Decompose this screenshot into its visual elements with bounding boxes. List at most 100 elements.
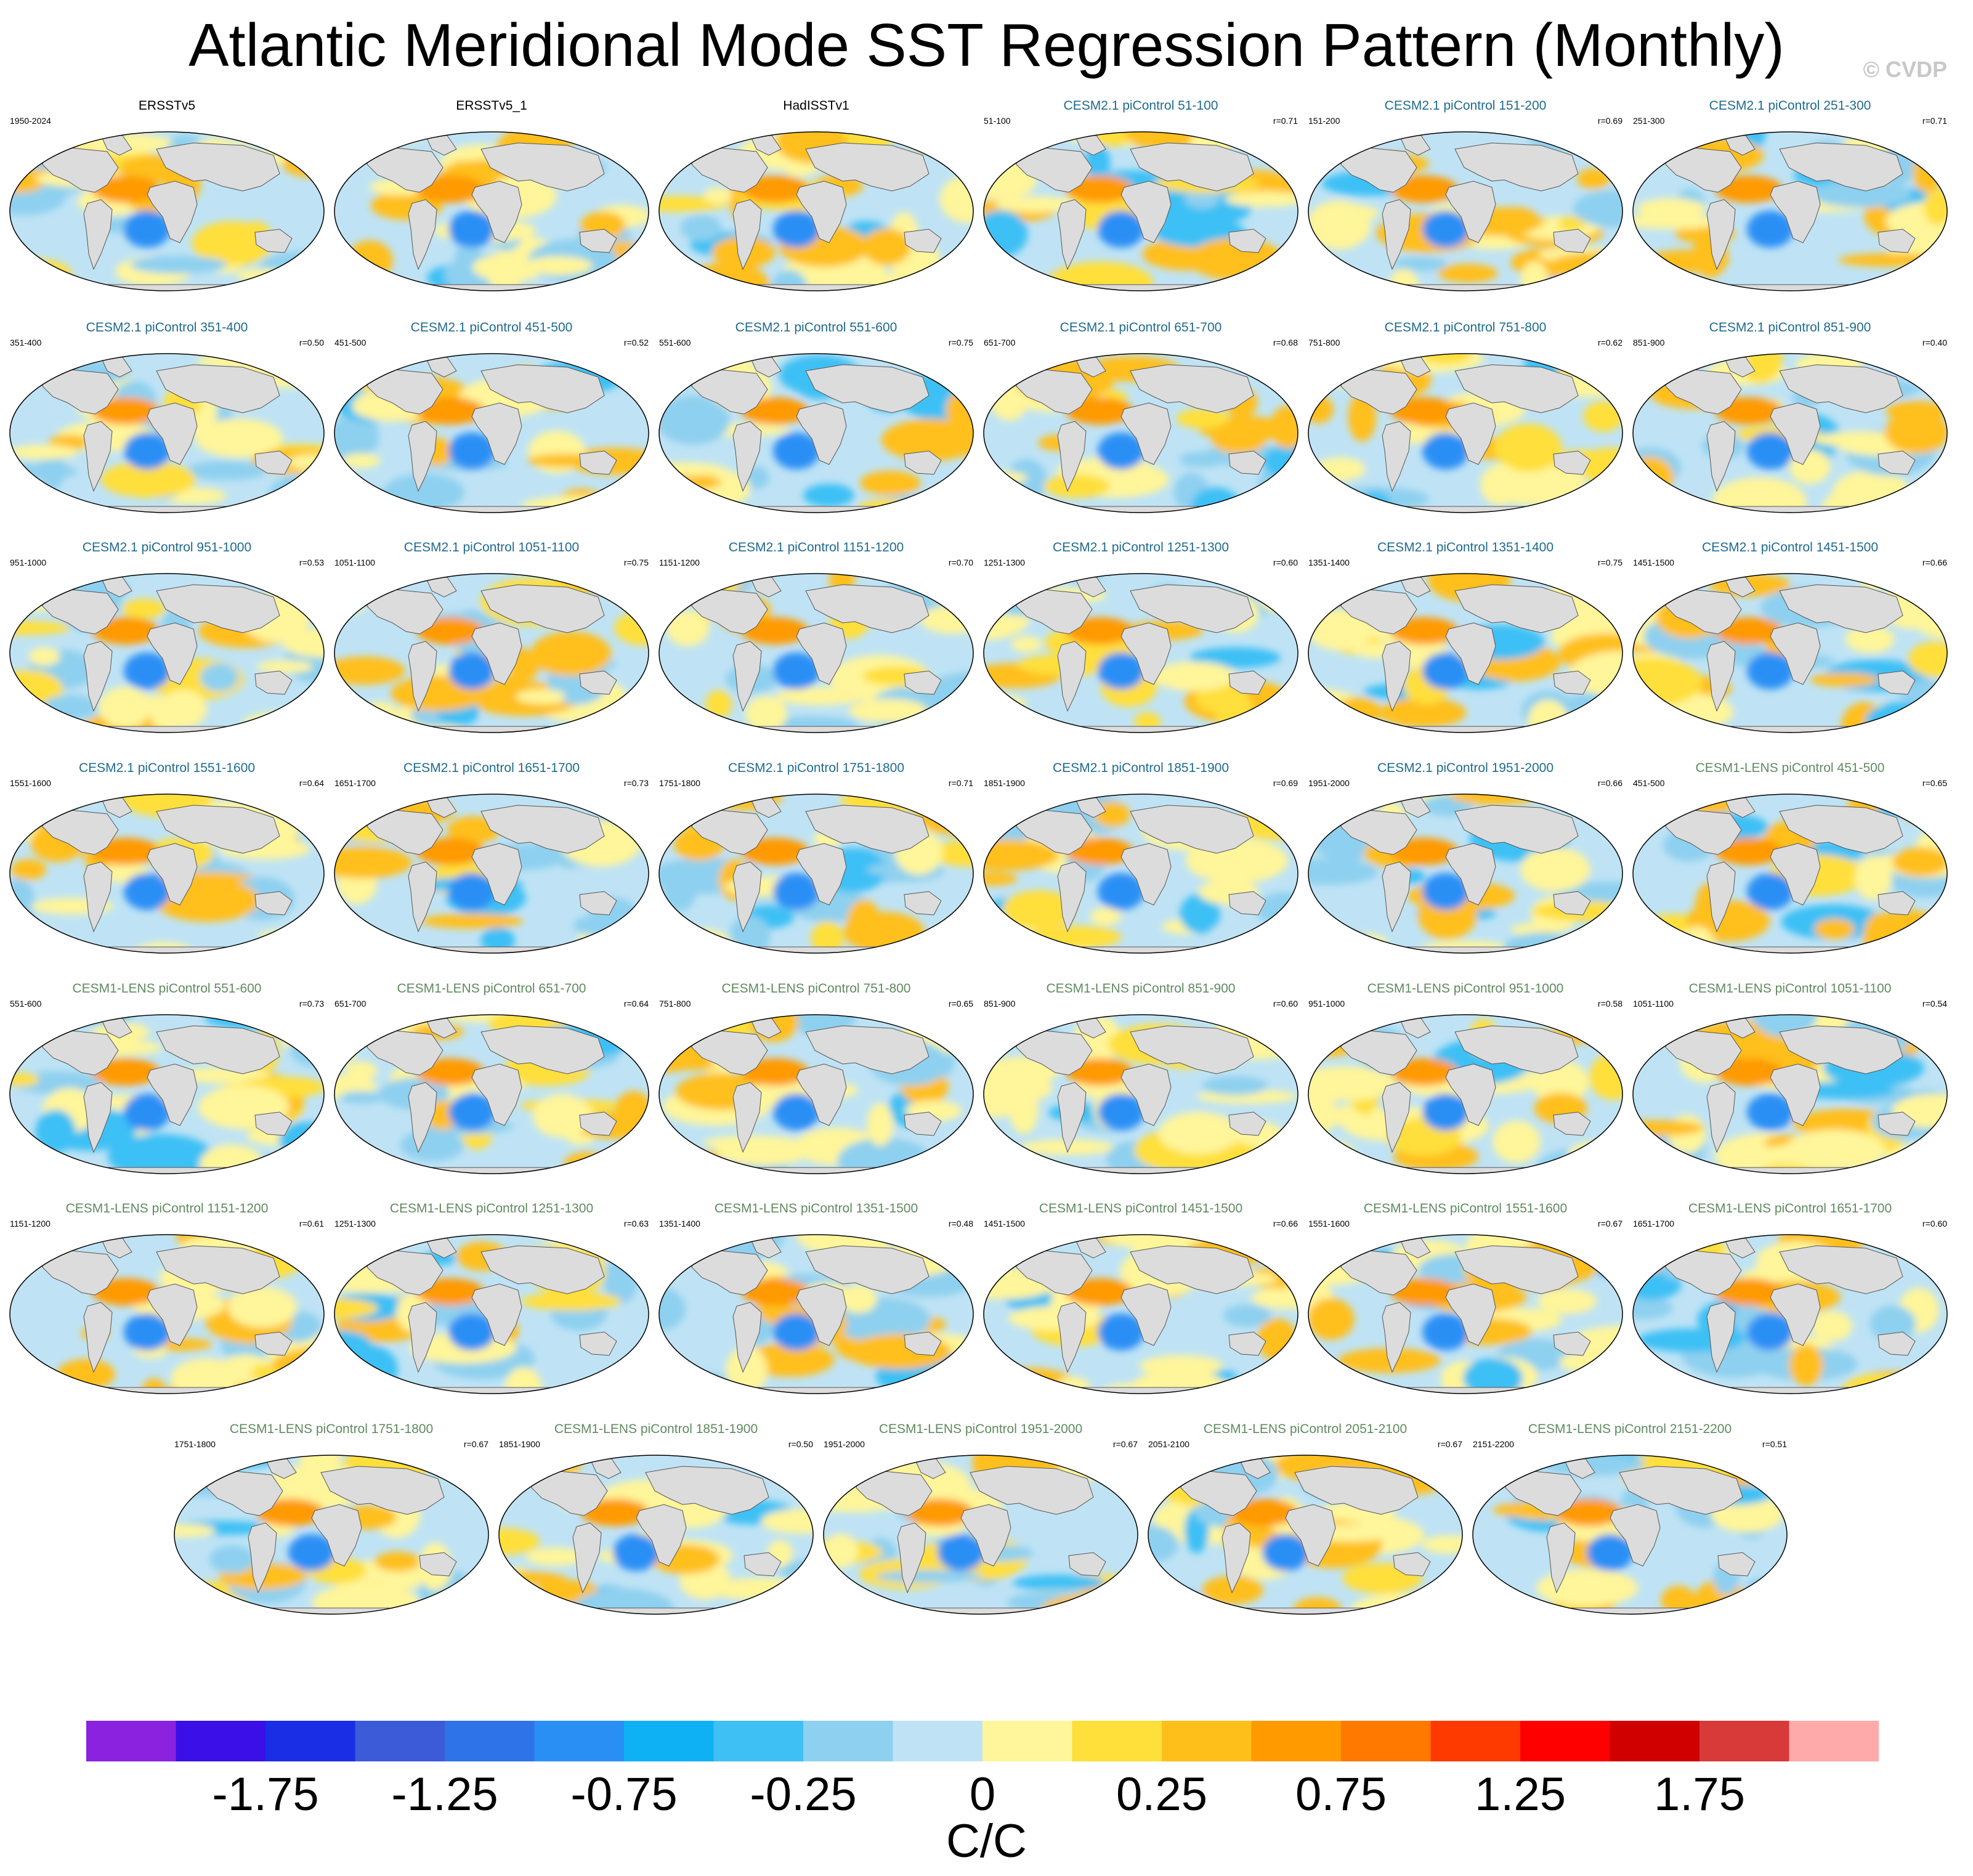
sst-anomaly-region <box>1012 1574 1106 1591</box>
sst-anomaly-region <box>1884 410 1947 454</box>
colorbar-segment <box>355 1721 445 1761</box>
land-mass <box>156 364 280 413</box>
south-atlantic-cool-anomaly <box>288 1534 335 1571</box>
regression-map <box>1308 794 1623 954</box>
sst-anomaly-region <box>610 354 649 383</box>
regression-map <box>9 573 325 733</box>
land-mass <box>1665 147 1742 193</box>
land-mass <box>796 402 847 465</box>
regression-map <box>9 353 325 513</box>
panel-pattern-correlation: r=0.71 <box>1922 116 1947 126</box>
sst-anomaly-region <box>1308 715 1369 733</box>
panel-pattern-correlation: r=0.65 <box>948 999 973 1009</box>
panel-years-label: 1551-1600 <box>1308 1219 1350 1228</box>
panel-pattern-correlation: r=0.62 <box>1597 338 1623 347</box>
land-mass <box>732 641 762 712</box>
sst-anomaly-region <box>1139 1355 1223 1377</box>
south-atlantic-cool-anomaly <box>124 873 171 910</box>
land-mass <box>408 199 437 270</box>
land-mass <box>471 402 522 465</box>
sst-anomaly-region <box>1712 477 1807 513</box>
map-border <box>658 353 974 513</box>
sst-anomaly-region <box>305 1368 324 1394</box>
colorbar-segment <box>1072 1721 1162 1761</box>
sst-anomaly-region <box>627 354 649 364</box>
panel-pattern-correlation: r=0.63 <box>623 1219 649 1228</box>
panel-years-label: 451-500 <box>1633 778 1665 788</box>
south-atlantic-cool-anomaly <box>1747 1094 1794 1131</box>
map-panel: CESM1-LENS piControl 551-600 551-600 r=0.7… <box>9 981 325 1175</box>
sst-anomaly-region <box>1148 1524 1179 1564</box>
panel-years-label: 1251-1300 <box>334 1219 376 1228</box>
land-mass <box>1553 450 1591 475</box>
panel-years-label: 651-700 <box>984 338 1016 347</box>
land-mass <box>1445 402 1496 465</box>
sst-anomaly-region <box>1308 1066 1396 1102</box>
panel-pattern-correlation: r=0.52 <box>623 338 649 347</box>
south-atlantic-cool-anomaly <box>773 432 820 469</box>
sst-anomaly-region <box>708 1578 813 1601</box>
sst-anomaly-region <box>1422 1535 1462 1554</box>
land-mass <box>732 861 762 933</box>
land-mass <box>904 1111 942 1136</box>
land-mass <box>1016 1030 1093 1076</box>
panel-pattern-correlation: r=0.51 <box>1762 1439 1787 1449</box>
land-mass <box>1610 1504 1661 1567</box>
panel-title: CESM1-LENS piControl 951-1000 <box>1367 981 1564 996</box>
map-border <box>658 1234 974 1394</box>
land-mass <box>856 1471 933 1516</box>
map-border <box>658 131 974 291</box>
panel-years-label: 1251-1300 <box>984 558 1025 567</box>
land-mass <box>1665 589 1742 635</box>
sst-anomaly-region <box>1845 625 1895 653</box>
panel-years-label: 351-400 <box>10 338 42 347</box>
map-panel: CESM2.1 piControl 1551-1600 1551-1600 r=0.… <box>9 761 325 954</box>
sst-anomaly-region <box>1574 1015 1606 1040</box>
south-atlantic-cool-anomaly <box>1422 1314 1469 1350</box>
land-mass <box>1770 402 1821 465</box>
regression-map <box>1472 1455 1788 1615</box>
land-mass <box>904 1331 942 1356</box>
land-mass <box>1130 142 1254 192</box>
sst-anomaly-region <box>334 1298 378 1319</box>
map-border <box>983 353 1298 513</box>
panel-title: CESM2.1 piControl 51-100 <box>1063 99 1218 113</box>
regression-map <box>334 573 649 733</box>
sst-anomaly-region <box>1112 1578 1138 1614</box>
land-mass <box>42 810 119 855</box>
sst-anomaly-region <box>342 453 381 468</box>
map-border <box>1148 1455 1463 1615</box>
land-mass <box>1120 1063 1172 1126</box>
south-atlantic-cool-anomaly <box>773 211 820 248</box>
map-panel: CESM1-LENS piControl 451-500 451-500 r=0.6… <box>1632 761 1948 954</box>
land-mass <box>1779 364 1903 413</box>
land-mass <box>1340 1250 1417 1296</box>
land-mass <box>1120 402 1172 465</box>
map-panel: CESM1-LENS piControl 1751-1800 1751-1800 r… <box>173 1422 490 1615</box>
map-panel: CESM1-LENS piControl 751-800 751-800 r=0.6… <box>658 981 974 1175</box>
land-mass <box>471 843 522 906</box>
panel-title: CESM1-LENS piControl 1651-1700 <box>1688 1201 1892 1216</box>
map-border <box>334 1234 649 1394</box>
south-atlantic-cool-anomaly <box>1587 1534 1634 1571</box>
regression-map <box>658 353 974 513</box>
sst-anomaly-region <box>334 794 386 807</box>
map-panel: CESM1-LENS piControl 1351-1500 1351-1400 r… <box>658 1201 974 1395</box>
land-mass <box>480 1025 605 1074</box>
land-mass <box>1130 584 1254 633</box>
land-mass <box>636 1504 687 1567</box>
land-mass <box>147 843 198 906</box>
sst-anomaly-region <box>1789 1344 1823 1386</box>
sst-anomaly-region <box>824 1533 859 1568</box>
sst-anomaly-region <box>192 221 273 266</box>
panel-pattern-correlation: r=0.48 <box>948 1219 973 1228</box>
panel-pattern-correlation: r=0.75 <box>623 558 649 567</box>
sst-anomaly-region <box>1633 1120 1704 1137</box>
land-mass <box>367 810 444 855</box>
colorbar-tick-label: 0.25 <box>1116 1768 1207 1821</box>
panel-title: CESM2.1 piControl 751-800 <box>1384 320 1547 335</box>
south-atlantic-cool-anomaly <box>773 873 820 910</box>
sst-anomaly-region <box>293 1364 324 1381</box>
land-mass <box>147 1283 198 1346</box>
sst-anomaly-region <box>1308 858 1379 885</box>
